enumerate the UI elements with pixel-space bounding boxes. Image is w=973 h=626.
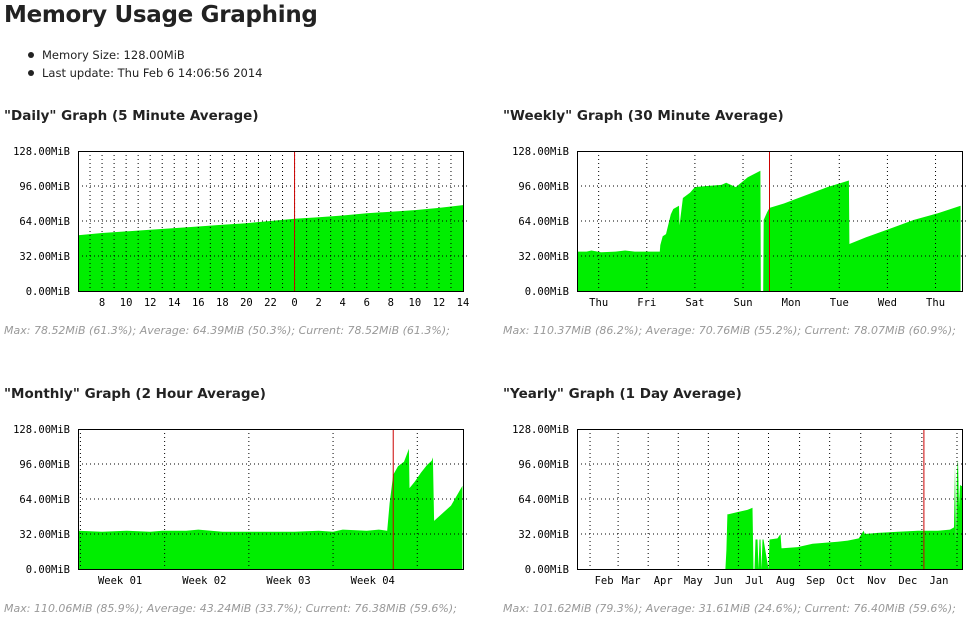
x-tick-label: Fri (637, 297, 656, 309)
monthly-graph-title: "Monthly" Graph (2 Hour Average) (4, 386, 266, 402)
y-tick-label: 32.00MiB (518, 251, 569, 263)
x-tick-label: 14 (457, 297, 470, 309)
memory-size-info: Memory Size: 128.00MiB (28, 46, 262, 64)
x-tick-label: 20 (240, 297, 253, 309)
y-tick-label: 64.00MiB (19, 216, 70, 228)
x-tick-label: Thu (589, 297, 608, 309)
yearly-graph-panel: "Yearly" Graph (1 Day Average) 0.00MiB 32… (503, 386, 973, 626)
page-title: Memory Usage Graphing (4, 2, 318, 28)
y-tick-label: 0.00MiB (525, 564, 569, 576)
weekly-graph-panel: "Weekly" Graph (30 Minute Average) 0.00M… (503, 108, 973, 348)
x-tick-label: Jan (929, 575, 948, 587)
x-tick-label: Week 03 (266, 575, 310, 587)
x-tick-label: 10 (120, 297, 133, 309)
plot-frame (78, 429, 464, 570)
memory-area (78, 448, 463, 569)
last-update-info: Last update: Thu Feb 6 14:06:56 2014 (28, 64, 262, 82)
monthly-graph-stats: Max: 110.06MiB (85.9%); Average: 43.24Mi… (4, 602, 457, 615)
memory-area (725, 459, 962, 569)
daily-graph-stats: Max: 78.52MiB (61.3%); Average: 64.39MiB… (4, 324, 450, 337)
x-tick-label: Feb (595, 575, 614, 587)
y-tick-label: 128.00MiB (512, 424, 569, 436)
plot-frame (577, 429, 963, 570)
x-tick-label: Aug (776, 575, 795, 587)
x-tick-label: May (684, 575, 703, 587)
x-tick-label: Apr (654, 575, 673, 587)
x-tick-label: 18 (216, 297, 229, 309)
x-tick-label: 12 (433, 297, 446, 309)
daily-graph-chart: 0.00MiB 32.00MiB 64.00MiB 96.00MiB 128.00MiB… (13, 146, 470, 309)
y-tick-label: 64.00MiB (518, 494, 569, 506)
x-tick-label: 2 (315, 297, 321, 309)
x-tick-label: Week 04 (351, 575, 395, 587)
x-tick-label: Thu (926, 297, 945, 309)
info-list: Memory Size: 128.00MiB Last update: Thu … (28, 46, 262, 82)
plot-frame (78, 151, 464, 292)
y-tick-label: 32.00MiB (518, 529, 569, 541)
x-tick-label: 22 (264, 297, 277, 309)
x-tick-label: Week 01 (98, 575, 142, 587)
x-tick-label: Sat (685, 297, 704, 309)
memory-area (78, 205, 463, 291)
x-tick-label: 8 (388, 297, 394, 309)
weekly-graph-chart: 0.00MiB 32.00MiB 64.00MiB 96.00MiB 128.00MiB… (512, 146, 966, 309)
memory-area (577, 170, 961, 291)
x-tick-label: 12 (144, 297, 157, 309)
x-tick-label: 0 (291, 297, 297, 309)
y-tick-label: 96.00MiB (518, 459, 569, 471)
x-tick-label: Nov (867, 575, 886, 587)
y-tick-label: 0.00MiB (26, 564, 70, 576)
y-tick-label: 128.00MiB (13, 424, 70, 436)
y-tick-label: 32.00MiB (19, 251, 70, 263)
y-tick-label: 64.00MiB (19, 494, 70, 506)
y-tick-label: 128.00MiB (512, 146, 569, 158)
y-tick-label: 0.00MiB (525, 286, 569, 298)
y-tick-label: 96.00MiB (19, 181, 70, 193)
y-tick-label: 0.00MiB (26, 286, 70, 298)
monthly-graph-panel: "Monthly" Graph (2 Hour Average) 0.00MiB… (4, 386, 484, 626)
x-tick-label: Mon (782, 297, 801, 309)
yearly-graph-chart: 0.00MiB 32.00MiB 64.00MiB 96.00MiB 128.00MiB… (512, 424, 966, 587)
x-tick-label: Mar (622, 575, 641, 587)
x-tick-label: Wed (878, 297, 897, 309)
yearly-graph-title: "Yearly" Graph (1 Day Average) (503, 386, 742, 402)
y-tick-label: 96.00MiB (518, 181, 569, 193)
y-tick-label: 128.00MiB (13, 146, 70, 158)
x-tick-label: Oct (836, 575, 855, 587)
x-tick-label: Dec (898, 575, 917, 587)
x-tick-label: Sep (806, 575, 825, 587)
x-tick-label: Sun (734, 297, 753, 309)
monthly-graph-chart: 0.00MiB 32.00MiB 64.00MiB 96.00MiB 128.00MiB… (13, 424, 467, 587)
x-tick-label: 16 (192, 297, 205, 309)
x-tick-label: Week 02 (182, 575, 226, 587)
daily-graph-panel: "Daily" Graph (5 Minute Average) 0.00MiB… (4, 108, 484, 348)
x-tick-label: Jun (714, 575, 733, 587)
daily-graph-title: "Daily" Graph (5 Minute Average) (4, 108, 259, 124)
yearly-graph-stats: Max: 101.62MiB (79.3%); Average: 31.61Mi… (503, 602, 956, 615)
plot-frame (577, 151, 963, 292)
y-tick-label: 96.00MiB (19, 459, 70, 471)
x-tick-label: 6 (364, 297, 370, 309)
x-tick-label: 8 (99, 297, 105, 309)
y-tick-label: 32.00MiB (19, 529, 70, 541)
x-tick-label: 14 (168, 297, 181, 309)
weekly-graph-title: "Weekly" Graph (30 Minute Average) (503, 108, 784, 124)
x-tick-label: Jul (745, 575, 764, 587)
x-tick-label: 10 (409, 297, 422, 309)
y-tick-label: 64.00MiB (518, 216, 569, 228)
weekly-graph-stats: Max: 110.37MiB (86.2%); Average: 70.76Mi… (503, 324, 956, 337)
x-tick-label: 4 (340, 297, 346, 309)
x-tick-label: Tue (830, 297, 849, 309)
